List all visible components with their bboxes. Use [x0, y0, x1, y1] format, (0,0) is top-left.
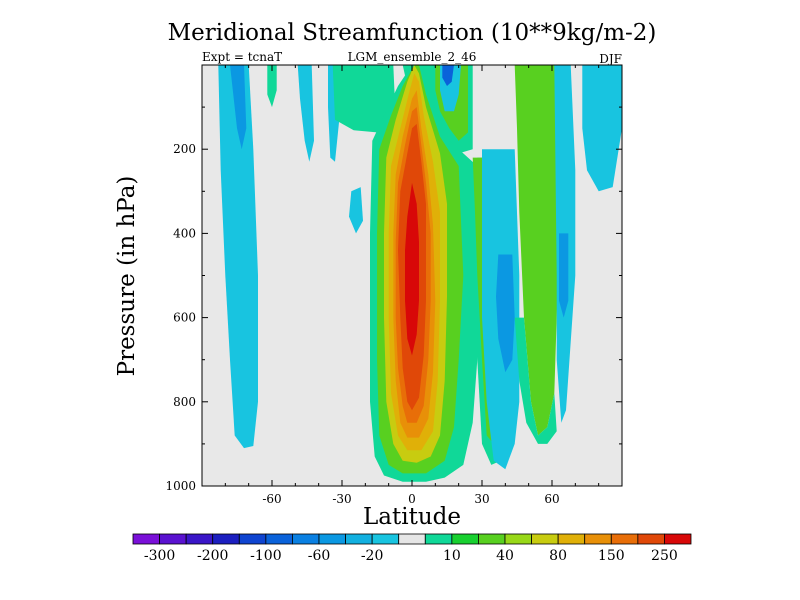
x-tick-label: -30 [332, 492, 351, 506]
y-tick-label: 400 [173, 226, 196, 240]
tick-layer: -60 -30 0 30 60 200 400 600 800 1000 [165, 65, 622, 506]
colorbar-label: 150 [598, 548, 625, 564]
colorbar-box [371, 533, 400, 545]
x-tick-label: 0 [408, 492, 416, 506]
x-tick-label: 60 [544, 492, 559, 506]
colorbar-label: -200 [197, 548, 228, 564]
contour-sh-pos-thin-minus60 [267, 65, 277, 108]
colorbar-label: 250 [651, 548, 678, 564]
y-axis-label: Pressure (in hPa) [114, 176, 140, 377]
contour-upper-neg-pocket-core [442, 65, 454, 86]
colorbar-box [557, 533, 586, 545]
contour-nh-neg-cell-65-core [559, 233, 569, 318]
colorbar-box [531, 533, 559, 545]
colorbar-box [265, 533, 293, 545]
colorbar-box [292, 533, 320, 545]
contour-nh-pos-teal-55 [514, 317, 557, 444]
colorbar-box [664, 533, 692, 545]
colorbar-box [584, 533, 612, 545]
colorbar-label: 10 [443, 548, 461, 564]
colorbar-label: -300 [144, 548, 175, 564]
colorbar-box [424, 533, 453, 545]
subtitle-left: Expt = tcnaT [202, 50, 282, 64]
colorbar-label: 80 [549, 548, 567, 564]
contour-sh-neg-cell-minus75-core [230, 65, 247, 150]
colorbar-box [345, 533, 373, 545]
y-tick-label: 200 [173, 142, 196, 156]
colorbar-label: -100 [250, 548, 281, 564]
colorbar: -300 -200 -100 -60 -20 10 40 80 150 250 [132, 533, 692, 564]
colorbar-box [451, 533, 479, 545]
contour-main-cell-300 [405, 182, 419, 356]
colorbar-box [238, 533, 267, 545]
chart-title: Meridional Streamfunction (10**9kg/m-2) [168, 20, 657, 46]
contour-sh-neg-cell-minus75 [218, 65, 258, 449]
colorbar-label: 40 [496, 548, 514, 564]
colorbar-box [318, 533, 346, 545]
contour-nh-neg-cell-40-core [496, 254, 515, 373]
colorbar-label: -60 [308, 548, 331, 564]
x-tick-label: 30 [474, 492, 489, 506]
y-tick-label: 600 [173, 311, 196, 325]
subtitle-center: LGM_ensemble_2_46 [348, 50, 477, 64]
y-tick-label: 800 [173, 395, 196, 409]
colorbar-box [478, 533, 506, 545]
x-axis-label: Latitude [363, 504, 461, 530]
contour-sh-neg-thin-minus50 [297, 65, 314, 162]
contour-layer [218, 65, 622, 482]
colorbar-box [185, 533, 214, 545]
contour-sh-neg-blob-minus24 [349, 187, 363, 234]
colorbar-box [504, 533, 532, 545]
colorbar-box [132, 533, 160, 545]
colorbar-box [398, 533, 426, 545]
subtitle-right: DJF [599, 52, 622, 66]
y-tick-label: 1000 [165, 479, 196, 493]
colorbar-box [637, 533, 665, 545]
colorbar-box [159, 533, 187, 545]
colorbar-box [212, 533, 240, 545]
contour-upper-teal-band [332, 65, 396, 133]
colorbar-label: -20 [361, 548, 384, 564]
x-tick-label: -60 [262, 492, 281, 506]
plot-frame [201, 64, 623, 487]
contour-nh-neg-arctic [582, 65, 622, 192]
colorbar-box [610, 533, 639, 545]
